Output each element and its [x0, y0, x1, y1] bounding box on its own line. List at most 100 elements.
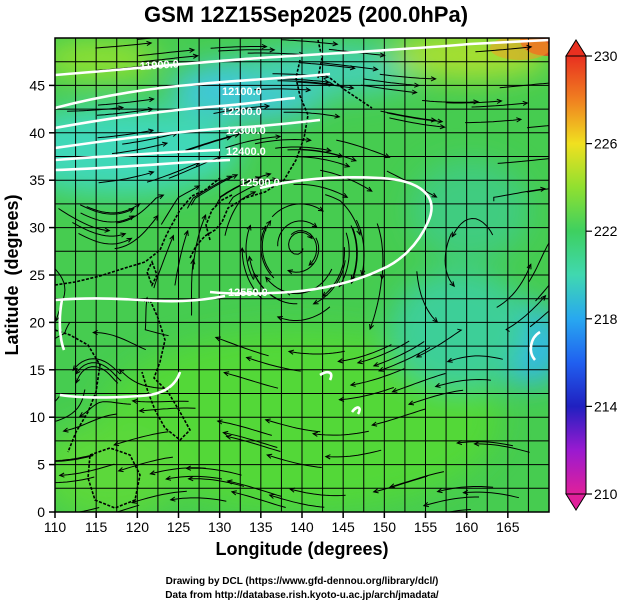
streamline-arrowhead: [344, 162, 351, 168]
streamline: [339, 387, 394, 401]
streamline: [408, 389, 464, 405]
streamline-arrowhead: [415, 352, 422, 358]
colorbar-ticks: 230 226 222 218 214 210: [586, 48, 618, 502]
streamline: [247, 52, 304, 56]
streamline: [224, 372, 279, 389]
streamline: [227, 480, 282, 497]
streamline-arrowhead: [307, 233, 313, 240]
streamline: [174, 230, 189, 286]
x-axis-label: Longitude (degrees): [215, 539, 388, 559]
streamline: [186, 175, 232, 209]
streamline: [471, 102, 528, 108]
x-tick-label: 115: [85, 519, 108, 535]
streamline-arrowhead: [456, 439, 463, 446]
contour-label-12500: 12500.0: [240, 177, 280, 189]
streamline: [350, 368, 405, 386]
streamline-arrowhead: [266, 453, 273, 459]
streamline-arrowhead: [187, 476, 194, 482]
streamline: [55, 476, 95, 484]
streamline: [226, 435, 281, 452]
contour-label-12550: 12550.0: [228, 287, 268, 299]
credit-drawing: Drawing by DCL (https://www.gfd-dennou.o…: [166, 576, 439, 587]
streamline-arrowhead: [118, 368, 125, 375]
streamline-arrowhead: [434, 382, 441, 388]
streamline: [287, 149, 343, 158]
contour-12550: [55, 294, 226, 303]
streamline-arrowhead: [379, 52, 386, 58]
streamline: [445, 100, 502, 104]
streamline-arrowhead: [266, 219, 272, 226]
y-tick-label: 35: [29, 172, 45, 188]
streamline: [378, 346, 431, 372]
contour-small-hook2: [350, 406, 361, 415]
streamline: [215, 336, 269, 357]
credit-data: Data from http://database.rish.kyoto-u.a…: [165, 590, 439, 601]
streamline-arrowhead: [130, 498, 138, 504]
streamline: [260, 226, 275, 279]
streamline: [114, 431, 169, 446]
y-tick-label: 10: [29, 409, 45, 425]
colorbar: 230 226 222 218 214 210: [565, 39, 618, 511]
streamline-arrowhead: [372, 488, 379, 494]
streamline: [499, 82, 549, 89]
streamline: [67, 107, 123, 112]
streamline-arrowhead: [261, 43, 268, 50]
streamline-arrowhead: [232, 174, 239, 179]
streamline: [535, 284, 549, 302]
streamline: [271, 203, 324, 218]
streamline: [497, 158, 549, 164]
streamline: [241, 248, 263, 300]
streamline-arrowhead: [265, 172, 272, 178]
streamline: [277, 220, 318, 247]
streamline: [350, 228, 358, 284]
streamline: [372, 408, 426, 426]
coast-japan: [189, 59, 309, 259]
contour-label-12200: 12200.0: [222, 106, 262, 118]
streamline-arrowhead: [287, 349, 295, 355]
streamline: [75, 366, 119, 384]
temp-patch-lime-nw: [55, 40, 160, 80]
coast-kuril: [329, 77, 373, 109]
streamline: [505, 295, 546, 332]
x-tick-label: 125: [167, 519, 191, 535]
streamline-arrowhead: [462, 489, 469, 495]
streamline: [357, 340, 410, 364]
streamline: [422, 100, 479, 103]
streamline: [325, 194, 361, 235]
coast-taiwan: [146, 260, 158, 287]
streamline: [283, 111, 340, 118]
streamline-arrowhead: [92, 329, 98, 336]
streamline: [63, 413, 117, 432]
contour-small-hook: [319, 370, 333, 381]
streamline: [224, 191, 256, 236]
streamline-arrowhead: [245, 356, 252, 362]
streamline-arrowhead: [430, 76, 437, 82]
streamline: [313, 430, 369, 436]
height-contours: [55, 38, 549, 415]
streamline: [496, 264, 532, 308]
streamline: [416, 328, 463, 358]
streamline-arrowhead: [148, 128, 155, 134]
streamline: [131, 490, 187, 504]
streamline: [294, 156, 350, 168]
streamline-arrowhead: [148, 97, 155, 103]
streamline: [122, 132, 178, 145]
streamline-arrowhead: [138, 407, 145, 414]
streamline-arrowhead: [439, 124, 446, 130]
streamline-arrowhead: [372, 66, 379, 72]
streamline-arrowhead: [276, 316, 283, 321]
streamline: [160, 185, 200, 225]
streamline-arrowhead: [214, 336, 221, 342]
contour-12500: [55, 158, 433, 295]
streamline-arrowhead: [120, 232, 127, 238]
x-tick-label: 155: [414, 519, 438, 535]
streamline-arrowhead: [72, 365, 78, 372]
streamline: [191, 259, 194, 316]
streamline-arrowhead: [422, 502, 429, 508]
streamline: [75, 507, 100, 512]
streamline-arrowhead: [216, 419, 223, 425]
streamline: [146, 162, 200, 183]
colorbar-tick-label: 214: [594, 398, 618, 414]
streamline-arrowhead: [540, 186, 547, 192]
streamline-arrowhead: [311, 431, 319, 437]
